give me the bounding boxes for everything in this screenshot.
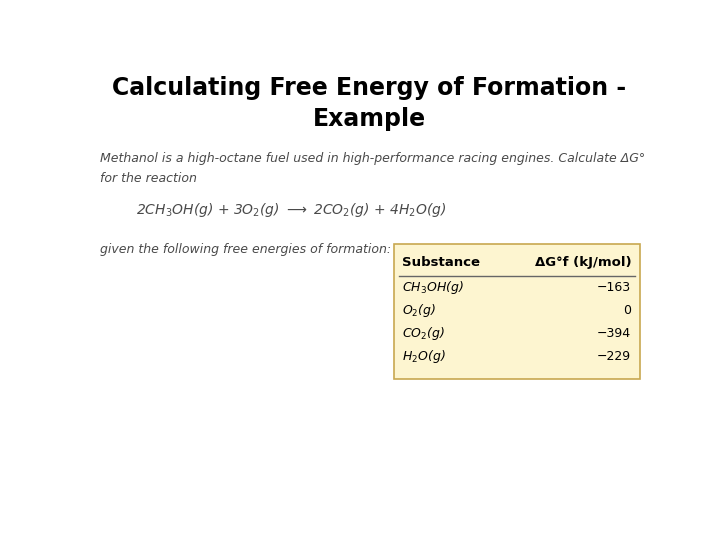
Text: H$_2$O($g$): H$_2$O($g$) [402,348,446,365]
Text: Substance: Substance [402,256,480,269]
Text: ΔG°f (kJ/mol): ΔG°f (kJ/mol) [535,256,631,269]
Text: Example: Example [312,107,426,131]
Text: −394: −394 [597,327,631,340]
Text: 0: 0 [624,304,631,317]
Text: 2CH$_3$OH($g$) + 3O$_2$($g$) $\longrightarrow$ 2CO$_2$($g$) + 4H$_2$O($g$): 2CH$_3$OH($g$) + 3O$_2$($g$) $\longright… [135,201,446,219]
Text: −229: −229 [597,350,631,363]
Text: for the reaction: for the reaction [100,172,197,185]
Text: CH$_3$OH($g$): CH$_3$OH($g$) [402,279,464,296]
Text: CO$_2$($g$): CO$_2$($g$) [402,325,446,342]
Text: given the following free energies of formation:: given the following free energies of for… [100,243,391,256]
Text: Methanol is a high-octane fuel used in high-performance racing engines. Calculat: Methanol is a high-octane fuel used in h… [100,152,645,165]
Text: Calculating Free Energy of Formation -: Calculating Free Energy of Formation - [112,76,626,100]
FancyBboxPatch shape [394,244,639,379]
Text: O$_2$($g$): O$_2$($g$) [402,302,437,319]
Text: −163: −163 [597,281,631,294]
